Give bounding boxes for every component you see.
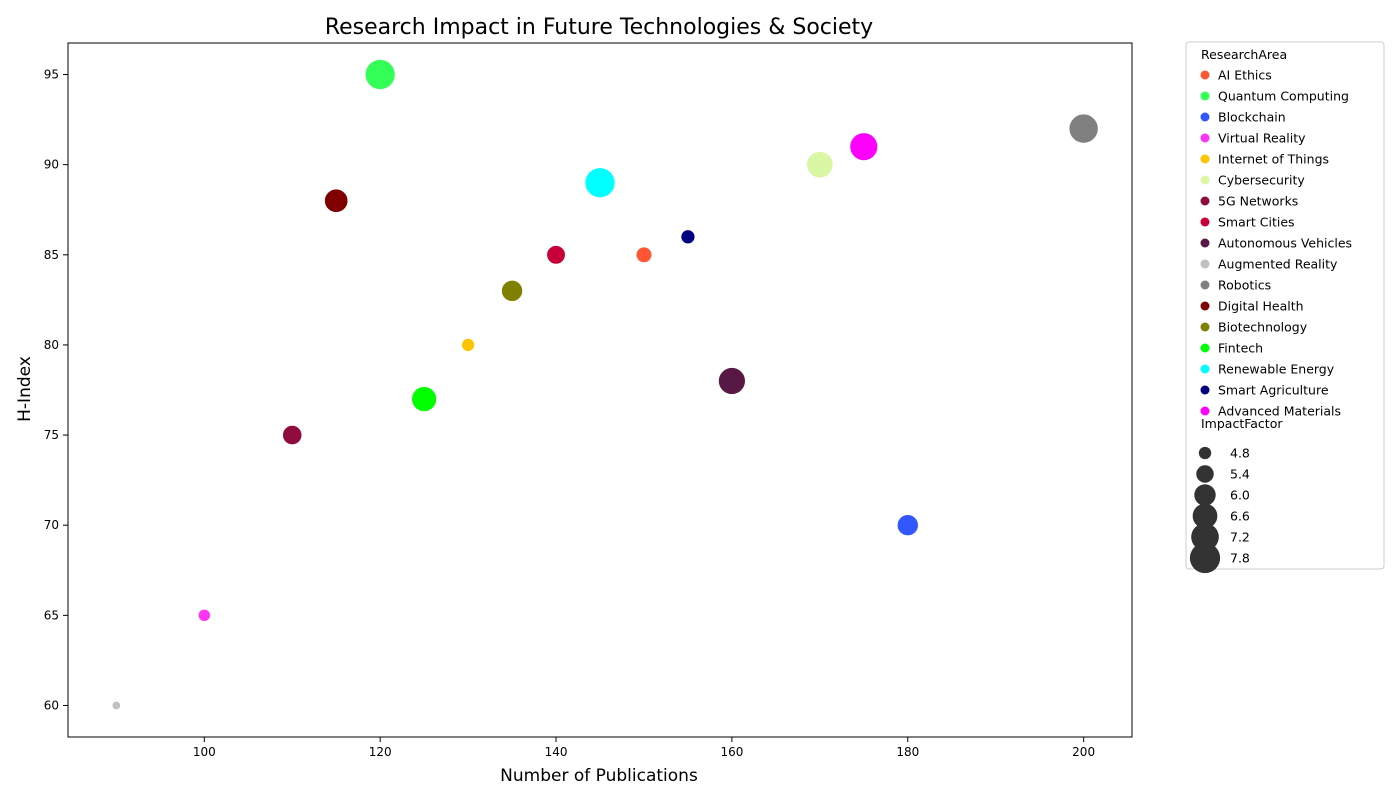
legend-label: Augmented Reality (1218, 257, 1338, 272)
scatter-point (281, 424, 303, 446)
legend-size-marker (1192, 503, 1218, 529)
y-tick-label: 70 (44, 518, 59, 532)
axes-frame (67, 42, 1133, 738)
legend-marker (1200, 406, 1210, 416)
legend-label: 5G Networks (1218, 194, 1298, 209)
legend-size-label: 5.4 (1230, 467, 1250, 482)
scatter-point (197, 608, 211, 623)
legend-label: AI Ethics (1218, 68, 1272, 83)
legend-label: Fintech (1218, 341, 1263, 356)
y-tick-label: 60 (44, 698, 59, 712)
legend-marker (1200, 280, 1210, 290)
legend-marker (1200, 364, 1210, 374)
legend-label: Quantum Computing (1218, 89, 1349, 104)
legend-label: Digital Health (1218, 299, 1304, 314)
legend-size-marker (1191, 523, 1219, 551)
legend-label: Smart Agriculture (1218, 383, 1329, 398)
legend-size-marker (1196, 465, 1214, 483)
y-tick-label: 85 (44, 248, 59, 262)
scatter-point (111, 700, 122, 711)
legend-marker (1200, 385, 1210, 395)
chart-title: Research Impact in Future Technologies &… (325, 15, 873, 40)
legend-marker (1200, 259, 1210, 269)
scatter-point (896, 513, 919, 537)
legend-size-marker (1194, 484, 1216, 506)
scatter-point (323, 188, 349, 214)
legend-label: Internet of Things (1218, 152, 1329, 167)
legend-size-label: 6.6 (1230, 509, 1250, 524)
legend-marker (1200, 70, 1210, 80)
legend-label: Virtual Reality (1218, 131, 1306, 146)
scatter-point (805, 150, 834, 179)
legend-label: Renewable Energy (1218, 362, 1335, 377)
legend-label: Blockchain (1218, 110, 1286, 125)
y-tick-label: 80 (44, 338, 59, 352)
scatter-point (717, 366, 746, 396)
legend-marker (1200, 175, 1210, 185)
legend-size-label: 6.0 (1230, 488, 1250, 503)
scatter-point (500, 279, 524, 303)
legend-marker (1200, 238, 1210, 248)
scatter-point (849, 132, 879, 162)
legend-label: Smart Cities (1218, 215, 1295, 230)
legend-marker (1200, 217, 1210, 227)
y-axis-label: H-Index (15, 356, 35, 422)
y-tick-label: 95 (44, 68, 59, 82)
plot-area: 100 120 140 160 180 200 60 65 70 75 80 85 90 95 (44, 42, 1133, 759)
legend-size-label: 7.2 (1230, 530, 1250, 545)
y-tick-label: 90 (44, 158, 59, 172)
legend-frame (1185, 41, 1385, 570)
legend: ResearchArea AI Ethics Quantum Computing Bl… (1185, 41, 1385, 574)
legend-marker (1200, 343, 1210, 353)
legend-marker (1200, 196, 1210, 206)
scatter-point (584, 167, 616, 199)
x-tick-label: 100 (193, 745, 216, 759)
legend-marker (1200, 112, 1210, 122)
legend-label: Advanced Materials (1218, 404, 1341, 419)
scatter-point (411, 385, 438, 413)
x-tick-label: 180 (896, 745, 919, 759)
legend-size-label: 7.8 (1230, 551, 1250, 566)
legend-hue-title: ResearchArea (1201, 47, 1287, 62)
legend-marker (1200, 154, 1210, 164)
legend-marker (1200, 133, 1210, 143)
scatter-point (364, 58, 396, 91)
x-tick-label: 200 (1072, 745, 1095, 759)
scatter-point (680, 229, 696, 245)
legend-marker (1200, 91, 1210, 101)
legend-label: Autonomous Vehicles (1218, 236, 1352, 251)
y-tick-label: 65 (44, 608, 59, 622)
scatter-point (1068, 113, 1099, 144)
x-tick-label: 160 (720, 745, 743, 759)
scatter-point (546, 244, 566, 265)
legend-size-title: ImpactFactor (1201, 416, 1283, 431)
y-tick-label: 75 (44, 428, 59, 442)
x-axis-label: Number of Publications (500, 766, 698, 786)
x-tick-label: 120 (369, 745, 392, 759)
legend-label: Cybersecurity (1218, 173, 1305, 188)
legend-size-marker (1198, 446, 1212, 460)
legend-marker (1200, 301, 1210, 311)
legend-size-marker (1189, 542, 1221, 574)
legend-size-label: 4.8 (1230, 446, 1250, 461)
x-tick-label: 140 (545, 745, 568, 759)
legend-label: Biotechnology (1218, 320, 1308, 335)
legend-marker (1200, 322, 1210, 332)
scatter-point (460, 337, 476, 353)
scatter-point (635, 246, 653, 264)
legend-label: Robotics (1218, 278, 1271, 293)
